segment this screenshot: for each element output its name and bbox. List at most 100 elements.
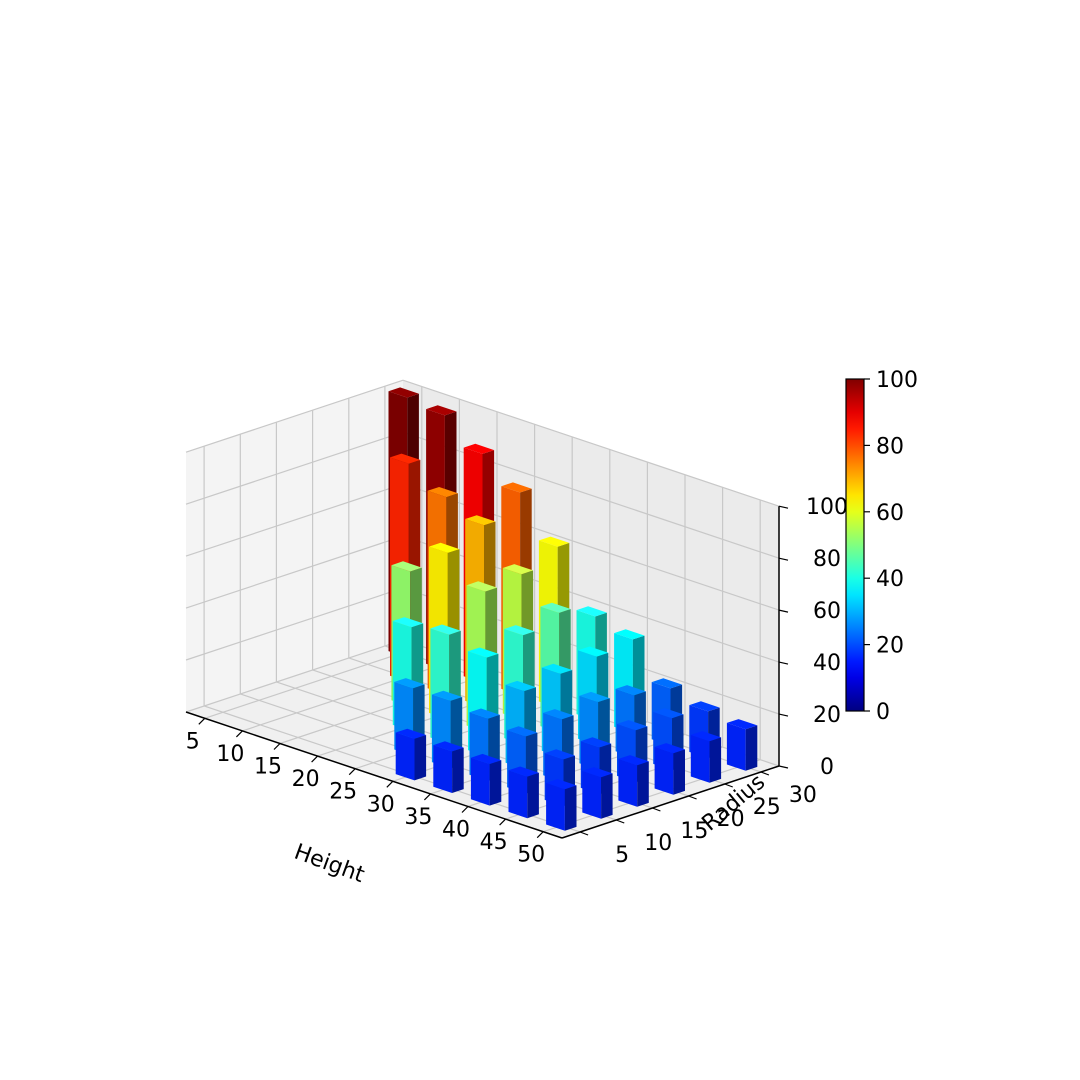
bar-front-face — [582, 770, 602, 819]
bar-front-face — [654, 746, 674, 795]
x-tick-label: 30 — [367, 792, 395, 817]
bar-top-face — [429, 542, 460, 553]
bar-side-face — [527, 772, 539, 819]
bar — [508, 766, 539, 819]
colorbar: 0 20 40 60 80 100 — [845, 368, 918, 725]
colorbar-tick-label: 0 — [876, 700, 890, 725]
bar-top-face — [540, 602, 571, 613]
bar-top-face — [431, 690, 463, 701]
bar-top-face — [580, 737, 612, 748]
bar-top-face — [689, 701, 720, 712]
bar-top-face — [427, 487, 458, 498]
axis-lines — [185, 506, 780, 839]
x-tick-label: 25 — [329, 780, 357, 805]
x-axis-label: Height — [291, 840, 368, 888]
bar-top-face — [579, 691, 610, 702]
bar-front-face — [470, 757, 490, 806]
x-tick — [198, 717, 206, 725]
x-tick — [499, 818, 507, 826]
z-tick — [778, 609, 789, 613]
z-tick-label: 80 — [813, 547, 841, 572]
bar-top-face — [654, 743, 685, 754]
bar-top-face — [726, 719, 758, 730]
x-tick — [386, 780, 394, 788]
bar-top-face — [690, 731, 722, 742]
bar-front-face — [546, 782, 565, 831]
bar-top-face — [470, 753, 502, 764]
bar-top-face — [390, 453, 421, 464]
bar-top-face — [426, 405, 457, 416]
bar-top-face — [388, 387, 419, 398]
bar-top-face — [466, 581, 497, 592]
bar-top-face — [463, 443, 495, 454]
bar-top-face — [394, 678, 425, 689]
z-tick-label: 0 — [820, 755, 834, 780]
bar-top-face — [469, 708, 500, 719]
bar — [546, 779, 577, 831]
bar-top-face — [538, 536, 570, 547]
bar-top-face — [501, 482, 532, 493]
z-tick-label: 100 — [806, 495, 848, 520]
y-tick — [652, 807, 661, 812]
bar-top-face — [502, 564, 534, 575]
bar-top-face — [617, 720, 648, 731]
colorbar-tick-label: 80 — [876, 434, 904, 459]
y-tick-label: 25 — [753, 795, 781, 820]
x-tick-label: 45 — [480, 830, 508, 855]
bar-top-face — [615, 685, 646, 696]
bar-top-face — [468, 647, 499, 658]
x-tick-label: 10 — [216, 742, 244, 767]
bar-top-face — [465, 515, 496, 526]
bar-top-face — [395, 728, 427, 739]
bar-side-face — [452, 747, 464, 793]
bar-side-face — [489, 760, 502, 806]
bar-front-face — [618, 758, 638, 807]
colorbar-tick-label: 40 — [876, 567, 904, 592]
x-tick-label: 20 — [292, 767, 320, 792]
z-tick — [778, 713, 789, 717]
y-tick-label: 10 — [644, 831, 672, 856]
y-tick — [616, 819, 625, 824]
bar-top-face — [391, 561, 422, 572]
z-tick — [778, 557, 789, 561]
y-tick — [688, 795, 697, 800]
x-tick — [273, 743, 281, 750]
bars-group — [388, 387, 758, 831]
bar — [726, 719, 758, 771]
bar-front-face — [395, 732, 415, 781]
bar-top-face — [433, 741, 464, 752]
bar-top-face — [576, 606, 607, 617]
x-axis-line — [185, 711, 563, 839]
bar-top-face — [582, 767, 613, 778]
x-tick — [536, 831, 544, 839]
bar-side-face — [414, 735, 427, 781]
bar-side-face — [673, 749, 685, 795]
y-tick-label: 5 — [615, 843, 629, 868]
x-tick — [235, 730, 243, 738]
bar — [470, 753, 502, 806]
bar-top-face — [392, 617, 424, 628]
z-tick — [778, 765, 789, 769]
x-tick — [461, 806, 469, 813]
bar-top-face — [578, 646, 609, 657]
x-tick-label: 50 — [517, 843, 545, 868]
x-tick-label: 40 — [442, 818, 470, 843]
bar-front-face — [508, 770, 528, 819]
bar-top-face — [507, 726, 538, 737]
bar — [654, 743, 685, 795]
x-tick-label: 15 — [254, 755, 282, 780]
bar-side-face — [709, 737, 722, 783]
y-tick-label: 15 — [680, 819, 708, 844]
bar-top-face — [504, 625, 535, 636]
y-tick-label: 30 — [789, 783, 817, 808]
x-tick — [348, 768, 356, 776]
z-tick — [778, 505, 789, 509]
x-tick — [423, 793, 431, 801]
bar-top-face — [653, 708, 684, 719]
y-axis-line — [561, 765, 780, 839]
bar-top-face — [546, 779, 577, 790]
bar — [582, 767, 613, 819]
colorbar-scale — [845, 378, 865, 712]
bar — [618, 755, 649, 807]
bar-top-face — [651, 678, 683, 689]
